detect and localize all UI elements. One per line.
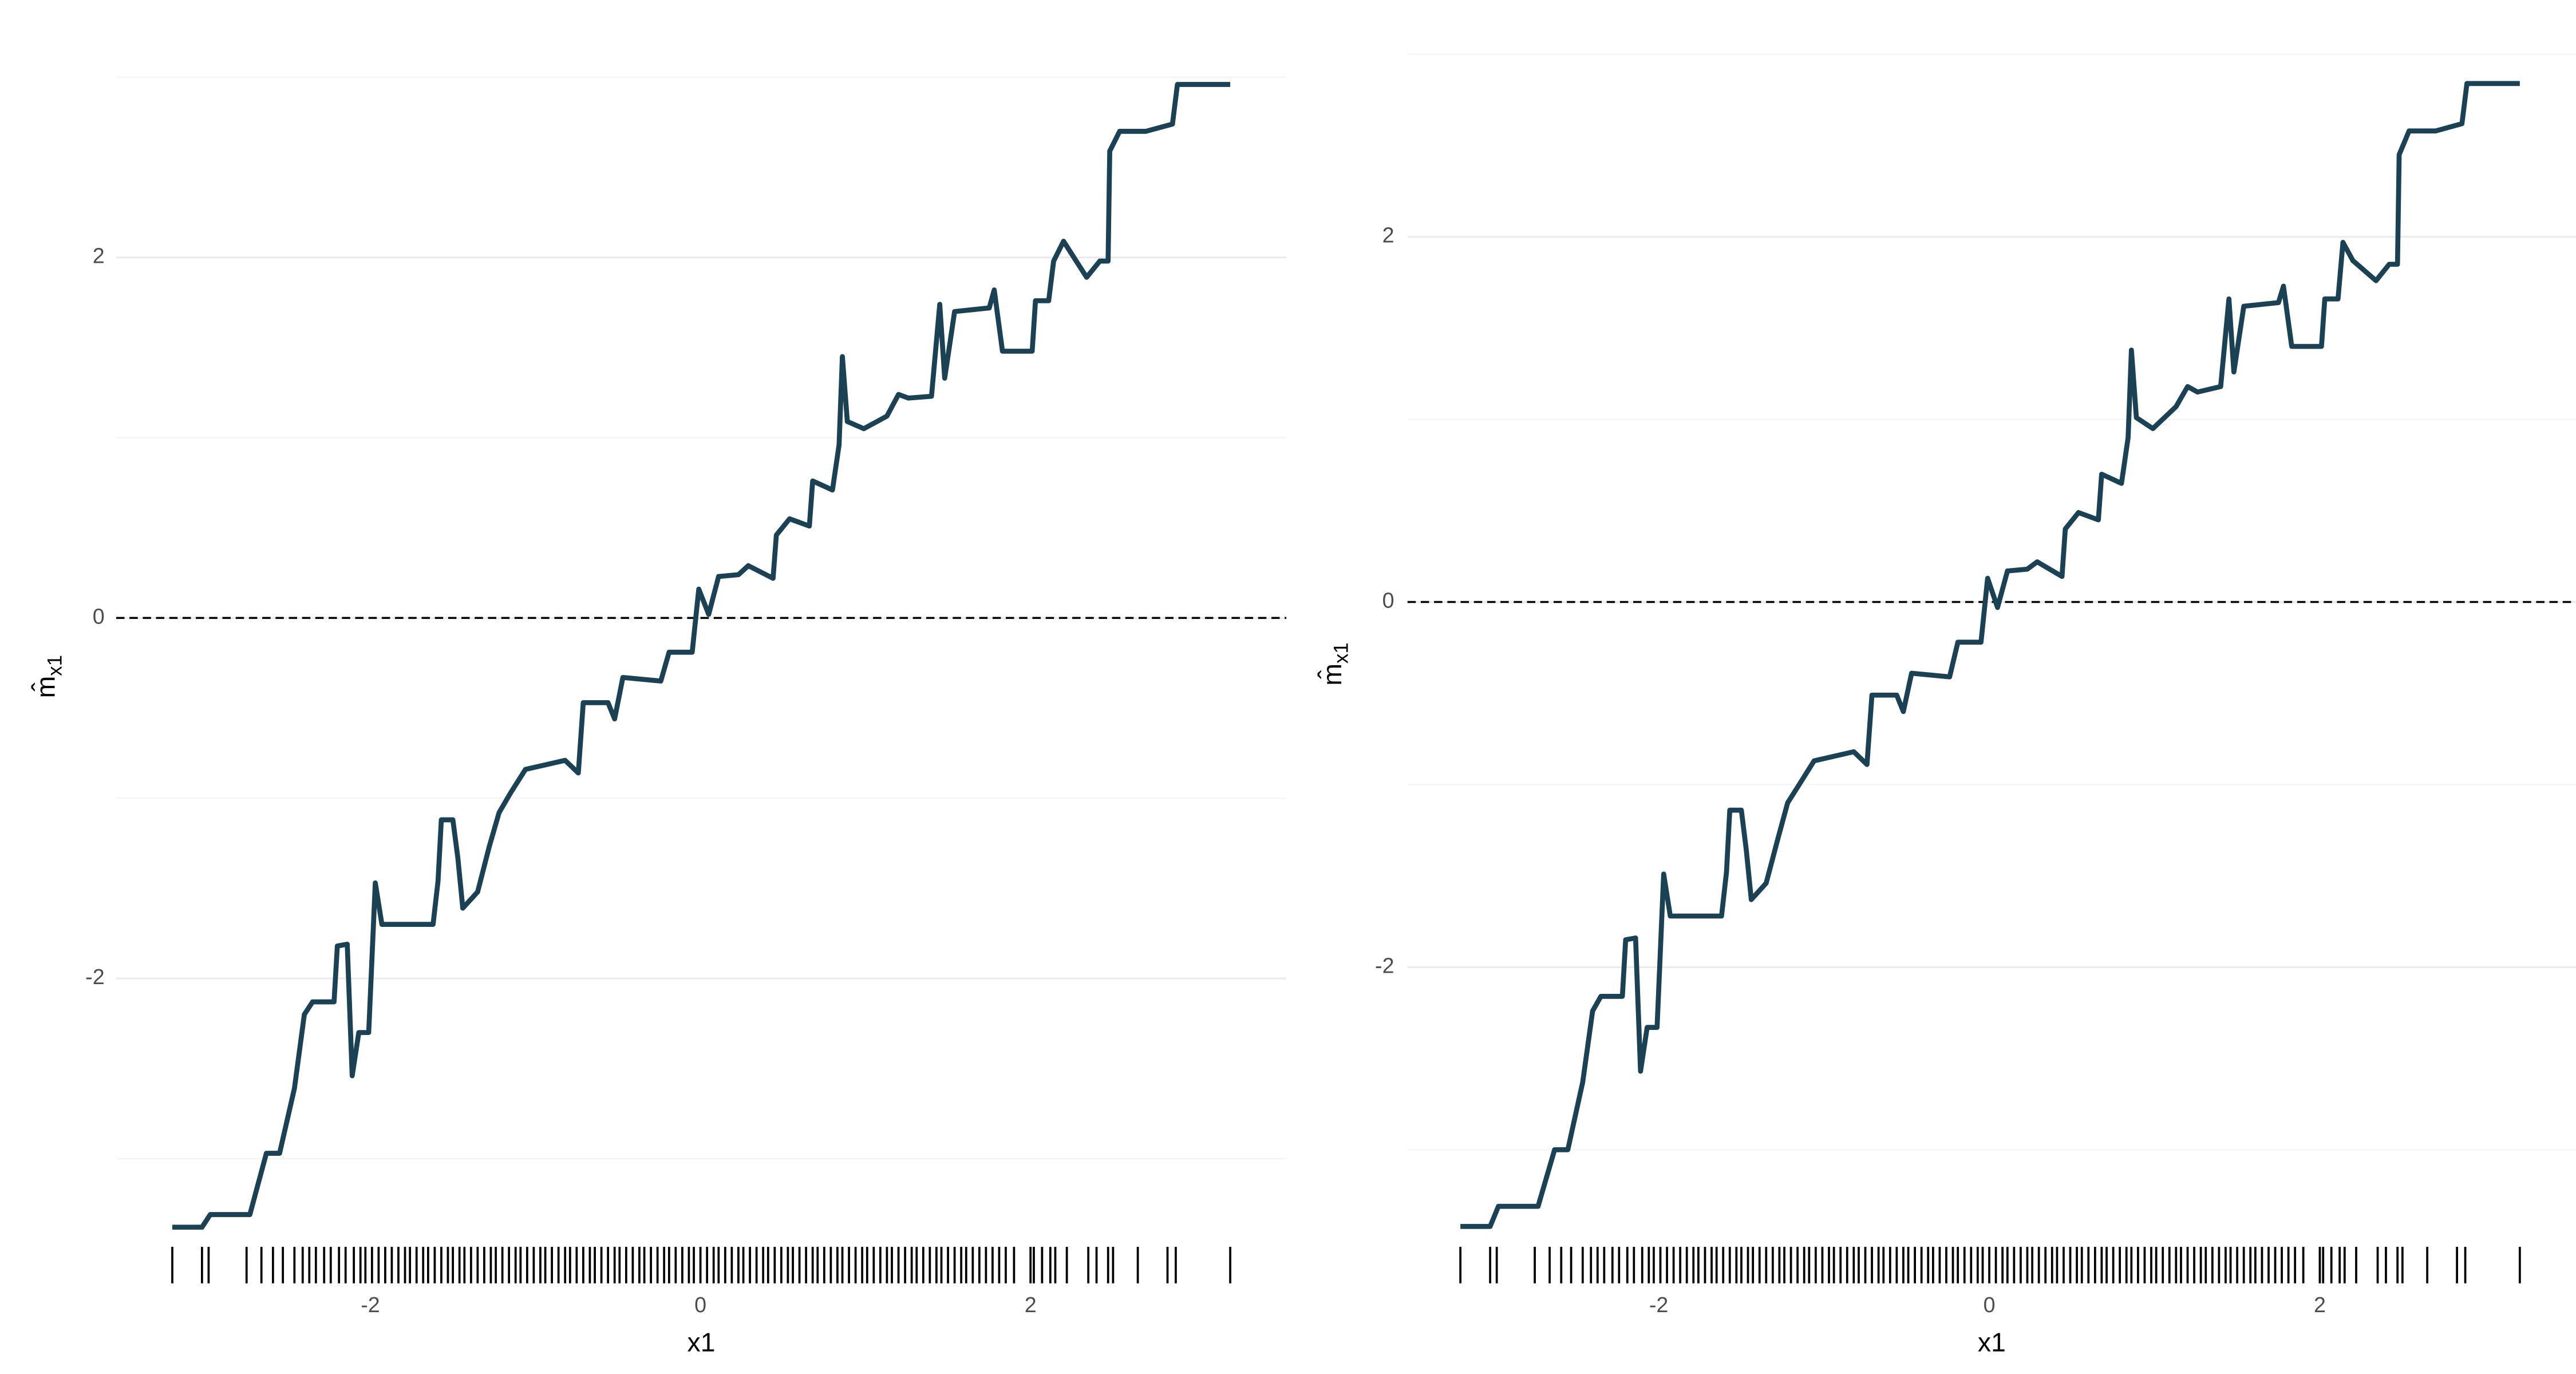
y-axis-title-main: m̂ <box>31 676 61 698</box>
x-tick-label: 2 <box>1025 1293 1037 1317</box>
y-tick-label: 2 <box>93 244 105 268</box>
x-tick-label: 2 <box>2314 1293 2326 1317</box>
y-axis-title-sub: x1 <box>44 655 66 676</box>
y-tick-label: 0 <box>93 604 105 628</box>
y-axis-title-sub: x1 <box>1330 642 1352 664</box>
y-tick-label: 2 <box>1382 223 1394 247</box>
x-tick-label: 0 <box>694 1293 706 1317</box>
y-axis-title: m̂x1 <box>1317 642 1353 685</box>
y-axis-title: m̂x1 <box>31 655 66 698</box>
x-axis-title: x1 <box>688 1328 716 1357</box>
x-axis-title: x1 <box>1978 1328 2006 1357</box>
y-axis-title-main: m̂ <box>1317 664 1347 686</box>
line-series <box>1460 81 2520 1229</box>
y-tick-label: 0 <box>1382 589 1394 613</box>
y-tick-label: -2 <box>85 965 105 989</box>
x-tick-label: 0 <box>1984 1293 1996 1317</box>
x-tick-label: -2 <box>361 1293 380 1317</box>
y-tick-label: -2 <box>1375 953 1394 977</box>
line-series <box>172 82 1231 1230</box>
x-tick-label: -2 <box>1649 1293 1669 1317</box>
